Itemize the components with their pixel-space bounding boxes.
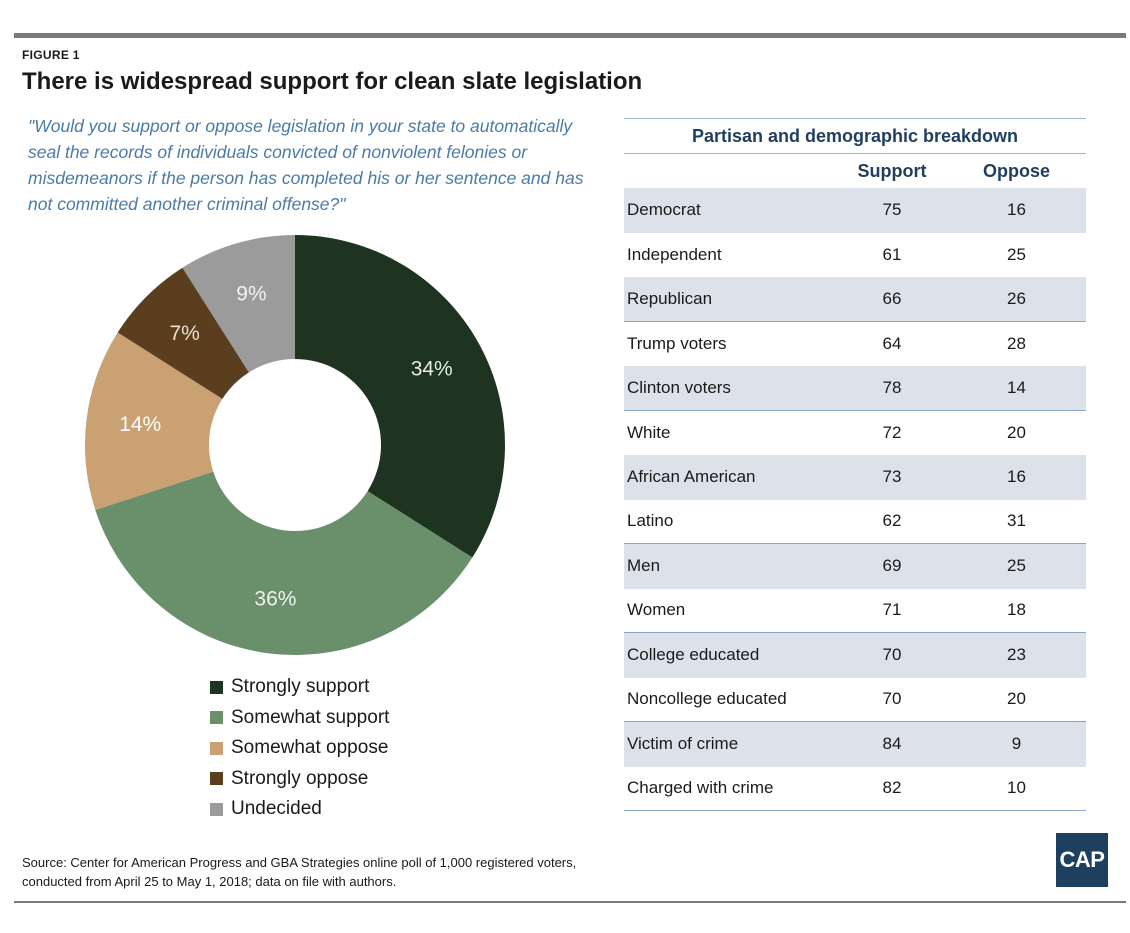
row-label: African American [627, 467, 756, 487]
row-label: Trump voters [627, 333, 727, 353]
table-header-row: Support Oppose [624, 154, 1086, 188]
slice-value-label: 36% [254, 587, 296, 610]
legend-label: Strongly support [231, 676, 370, 698]
source-line: conducted from April 25 to May 1, 2018; … [22, 874, 397, 889]
oppose-value: 23 [1007, 645, 1026, 665]
table-row: Clinton voters 78 14 [624, 366, 1086, 411]
table-row: Men 69 25 [624, 544, 1086, 589]
top-rule [14, 33, 1126, 38]
support-value: 78 [882, 377, 902, 397]
donut-slice-strongly-oppose [117, 267, 249, 399]
row-label: Democrat [627, 200, 701, 220]
donut-slice-somewhat-support [95, 471, 473, 655]
table-row: Noncollege educated 70 20 [624, 678, 1086, 722]
source-note: Source: Center for American Progress and… [22, 853, 576, 891]
slice-value-label: 34% [411, 357, 453, 380]
legend-swatch [210, 772, 223, 786]
breakdown-table: Partisan and demographic breakdown Suppo… [624, 118, 1086, 811]
table-row: Charged with crime 82 10 [624, 767, 1086, 811]
source-line: Source: Center for American Progress and… [22, 855, 577, 870]
row-label: Republican [627, 288, 713, 308]
row-label: Women [627, 600, 686, 620]
oppose-value: 20 [1007, 689, 1026, 709]
slice-value-label: 14% [119, 413, 161, 436]
survey-question: "Would you support or oppose legislation… [28, 116, 584, 214]
chart-title: There is widespread support for clean sl… [22, 68, 643, 95]
support-value: 70 [882, 689, 902, 709]
support-value: 72 [882, 422, 902, 442]
oppose-value: 10 [1007, 778, 1026, 798]
table-row: White 72 20 [624, 411, 1086, 456]
row-label: Clinton voters [627, 377, 731, 397]
oppose-value: 20 [1007, 422, 1026, 442]
oppose-value: 26 [1007, 288, 1026, 308]
bottom-rule [14, 901, 1126, 903]
column-header-support: Support [857, 160, 927, 181]
support-value: 69 [882, 556, 902, 576]
row-label: Victim of crime [627, 734, 739, 754]
legend-item: Strongly oppose [210, 764, 389, 795]
support-value: 62 [882, 511, 902, 531]
support-value: 75 [882, 200, 902, 220]
donut-slice-somewhat-oppose [85, 332, 223, 510]
cap-logo: CAP [1056, 833, 1108, 887]
oppose-value: 16 [1007, 467, 1026, 487]
table-row: College educated 70 23 [624, 633, 1086, 678]
table-title: Partisan and demographic breakdown [624, 118, 1086, 154]
row-label: Independent [627, 244, 722, 264]
oppose-value: 25 [1007, 556, 1026, 576]
chart-legend: Strongly support Somewhat support Somewhat… [210, 672, 389, 825]
legend-swatch [210, 741, 223, 755]
oppose-value: 16 [1007, 200, 1026, 220]
legend-swatch [210, 680, 223, 694]
legend-swatch [210, 711, 223, 725]
row-label: Noncollege educated [627, 689, 787, 709]
support-value: 61 [882, 244, 902, 264]
oppose-value: 9 [1011, 734, 1022, 754]
legend-label: Undecided [231, 798, 322, 820]
oppose-value: 18 [1007, 600, 1026, 620]
table-row: Republican 66 26 [624, 277, 1086, 322]
slice-value-label: 7% [170, 322, 200, 345]
support-value: 84 [882, 734, 902, 754]
support-value: 64 [882, 333, 902, 353]
table-row: Victim of crime 84 9 [624, 722, 1086, 767]
table-row: Latino 62 31 [624, 500, 1086, 544]
oppose-value: 31 [1007, 511, 1026, 531]
table-row: Women 71 18 [624, 589, 1086, 633]
row-label: Latino [627, 511, 674, 531]
legend-label: Somewhat support [231, 706, 390, 728]
oppose-value: 25 [1007, 244, 1026, 264]
legend-item: Undecided [210, 794, 389, 825]
row-label: Charged with crime [627, 778, 774, 798]
donut-slice-strongly-support [295, 235, 505, 558]
column-header-oppose: Oppose [982, 160, 1050, 181]
legend-item: Strongly support [210, 672, 389, 703]
support-value: 70 [882, 645, 902, 665]
table-row: Independent 61 25 [624, 233, 1086, 278]
legend-label: Strongly oppose [231, 767, 369, 789]
support-value: 73 [882, 467, 902, 487]
oppose-value: 14 [1007, 377, 1026, 397]
legend-swatch [210, 802, 223, 816]
table-row: Trump voters 64 28 [624, 322, 1086, 367]
table-row: African American 73 16 [624, 455, 1086, 500]
support-value: 82 [882, 778, 902, 798]
slice-value-label: 9% [236, 283, 266, 306]
row-label: College educated [627, 645, 760, 665]
legend-item: Somewhat support [210, 703, 389, 734]
support-value: 66 [882, 288, 902, 308]
table-row: Democrat 75 16 [624, 188, 1086, 233]
legend-item: Somewhat oppose [210, 733, 389, 764]
donut-slice-undecided [182, 235, 295, 373]
row-label: Men [627, 556, 661, 576]
figure-label: FIGURE 1 [22, 48, 80, 62]
oppose-value: 28 [1007, 333, 1026, 353]
row-label: White [627, 422, 671, 442]
support-value: 71 [882, 600, 902, 620]
legend-label: Somewhat oppose [231, 737, 389, 759]
donut-chart: 34% 36% 14% 7% 9% [85, 235, 505, 655]
table-body: Democrat 75 16 Independent 61 25 Republican 66 2… [624, 188, 1086, 811]
